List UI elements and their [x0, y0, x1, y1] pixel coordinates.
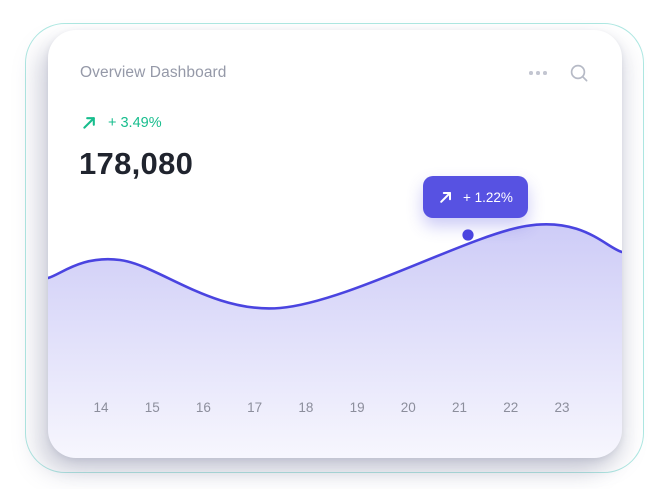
- header-actions: [525, 59, 594, 88]
- x-axis-label: 21: [452, 400, 468, 415]
- chart-line: [48, 223, 622, 310]
- tooltip-value: + 1.22%: [463, 189, 513, 205]
- tooltip-trend-up-icon: [440, 192, 451, 203]
- x-axis-label: 19: [349, 400, 365, 415]
- search-icon: [570, 64, 588, 81]
- x-axis-label: 17: [247, 400, 263, 415]
- x-axis-label: 14: [93, 400, 109, 415]
- chart-area-fill: [48, 224, 622, 458]
- trend-indicator: + 3.49%: [81, 114, 162, 131]
- overview-dashboard-card: Overview Dashboard + 3.49% 178,0: [48, 30, 622, 458]
- ellipsis-icon: [529, 71, 547, 75]
- x-axis-labels: 14 15 16 17 18 19 20 21 22 23: [92, 400, 571, 415]
- trend-value: + 3.49%: [108, 114, 162, 131]
- metric-value: 178,080: [79, 146, 194, 181]
- card-title: Overview Dashboard: [80, 64, 227, 81]
- card-outline-decoration: [25, 23, 644, 473]
- x-axis-label: 18: [298, 400, 314, 415]
- area-chart[interactable]: [48, 220, 622, 458]
- chart-highlight-dot[interactable]: [462, 229, 474, 241]
- x-axis-label: 15: [144, 400, 160, 415]
- x-axis-label: 22: [503, 400, 519, 415]
- more-options-button[interactable]: [525, 67, 551, 79]
- search-button[interactable]: [565, 59, 594, 88]
- chart-tooltip: + 1.22%: [423, 176, 528, 218]
- x-axis-label: 23: [554, 400, 570, 415]
- card-header: Overview Dashboard: [80, 60, 594, 86]
- x-axis-label: 20: [400, 400, 416, 415]
- trend-up-icon: [83, 117, 95, 129]
- x-axis-label: 16: [195, 400, 211, 415]
